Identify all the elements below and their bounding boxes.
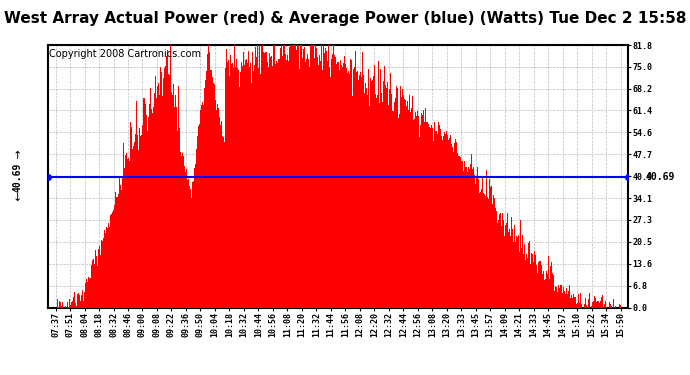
Text: ↓: ↓ bbox=[12, 192, 22, 202]
Text: Copyright 2008 Cartronics.com: Copyright 2008 Cartronics.com bbox=[50, 49, 201, 59]
Text: 40.69: 40.69 bbox=[12, 162, 22, 192]
Text: West Array Actual Power (red) & Average Power (blue) (Watts) Tue Dec 2 15:58: West Array Actual Power (red) & Average … bbox=[3, 11, 687, 26]
Text: 40.69: 40.69 bbox=[645, 172, 675, 182]
Text: ↑: ↑ bbox=[12, 151, 22, 161]
